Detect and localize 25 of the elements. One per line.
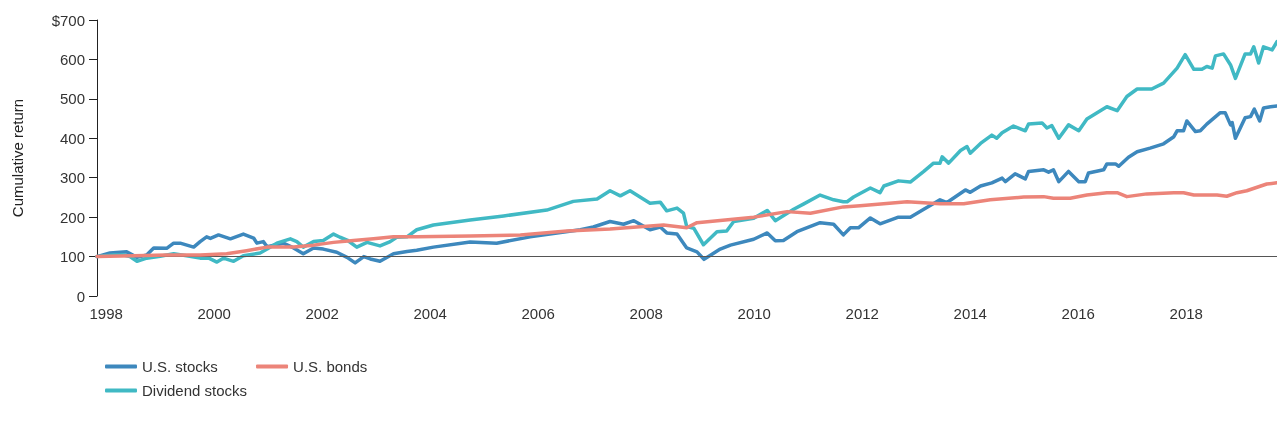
y-tick-label: 500 xyxy=(59,90,85,108)
legend-label: U.S. bonds xyxy=(293,358,368,375)
y-tick-label: 0 xyxy=(76,287,85,305)
x-tick-label: 2008 xyxy=(629,305,663,322)
y-axis-title: Cumulative return xyxy=(9,98,26,218)
x-tick-label: 2018 xyxy=(1169,305,1203,322)
x-tick-label: 2006 xyxy=(521,305,555,322)
x-tick-label: 1998 xyxy=(89,305,123,322)
y-tick-label: $700 xyxy=(51,11,85,29)
x-tick-label: 2010 xyxy=(737,305,771,322)
x-tick-label: 2002 xyxy=(305,305,339,322)
y-tick-label: 400 xyxy=(59,129,85,147)
y-tick-label: 600 xyxy=(59,50,85,68)
x-tick-label: 2012 xyxy=(845,305,879,322)
x-tick-label: 2000 xyxy=(197,305,231,322)
y-tick-label: 300 xyxy=(59,169,85,187)
x-tick-label: 2014 xyxy=(953,305,987,322)
y-tick-label: 200 xyxy=(59,208,85,226)
line-series xyxy=(95,181,1277,259)
legend-label: U.S. stocks xyxy=(142,358,218,375)
x-tick-label: 2016 xyxy=(1061,305,1095,322)
x-tick-label: 2004 xyxy=(413,305,447,322)
line-series xyxy=(95,104,1277,265)
legend-label: Dividend stocks xyxy=(142,382,248,399)
y-tick-label: 100 xyxy=(59,248,85,266)
